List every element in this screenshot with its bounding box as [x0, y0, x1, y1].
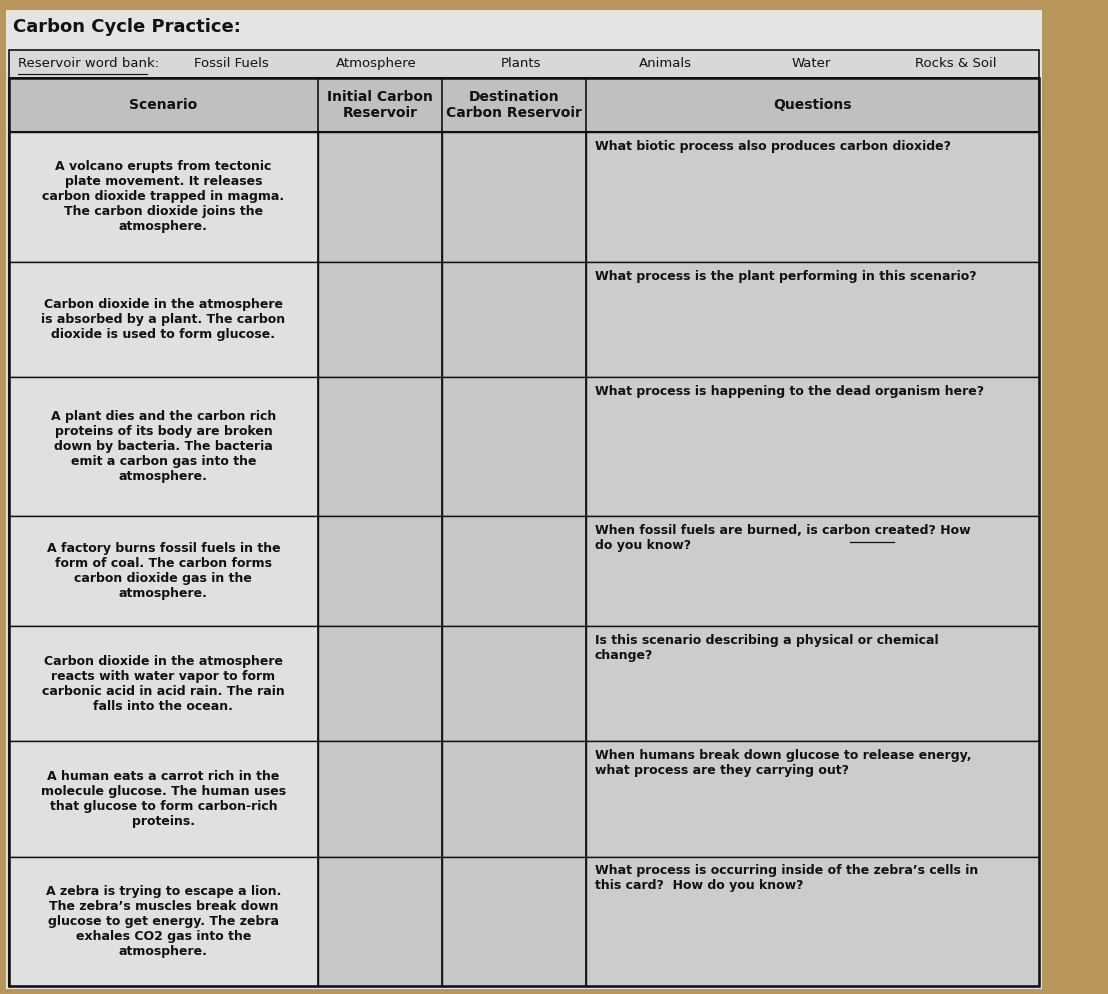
- Bar: [586, 742, 1039, 857]
- Text: What process is happening to the dead organism here?: What process is happening to the dead or…: [595, 385, 984, 398]
- Bar: [442, 516, 586, 626]
- Bar: [318, 132, 442, 261]
- Bar: [586, 626, 1039, 742]
- Bar: [9, 50, 1039, 78]
- Text: Water: Water: [791, 57, 831, 71]
- Text: A factory burns fossil fuels in the
form of coal. The carbon forms
carbon dioxid: A factory burns fossil fuels in the form…: [47, 542, 280, 600]
- Bar: [318, 261, 442, 377]
- Text: Animals: Animals: [639, 57, 692, 71]
- Text: What process is the plant performing in this scenario?: What process is the plant performing in …: [595, 269, 976, 282]
- Bar: [318, 742, 442, 857]
- Text: Reservoir word bank:: Reservoir word bank:: [18, 57, 158, 71]
- Text: Rocks & Soil: Rocks & Soil: [915, 57, 996, 71]
- Text: A volcano erupts from tectonic
plate movement. It releases
carbon dioxide trappe: A volcano erupts from tectonic plate mov…: [42, 160, 285, 234]
- Bar: [9, 261, 318, 377]
- Bar: [9, 516, 318, 626]
- Text: Carbon dioxide in the atmosphere
is absorbed by a plant. The carbon
dioxide is u: Carbon dioxide in the atmosphere is abso…: [41, 297, 286, 341]
- Bar: [318, 626, 442, 742]
- Bar: [586, 857, 1039, 986]
- Bar: [586, 377, 1039, 516]
- Text: Plants: Plants: [501, 57, 541, 71]
- Text: Carbon dioxide in the atmosphere
reacts with water vapor to form
carbonic acid i: Carbon dioxide in the atmosphere reacts …: [42, 655, 285, 713]
- Bar: [442, 857, 586, 986]
- Text: When fossil fuels are burned, is carbon created? How
do you know?: When fossil fuels are burned, is carbon …: [595, 524, 971, 552]
- Text: Carbon Cycle Practice:: Carbon Cycle Practice:: [13, 18, 242, 36]
- Bar: [442, 742, 586, 857]
- Bar: [9, 626, 318, 742]
- Text: A human eats a carrot rich in the
molecule glucose. The human uses
that glucose : A human eats a carrot rich in the molecu…: [41, 770, 286, 828]
- Bar: [318, 377, 442, 516]
- Text: What process is occurring inside of the zebra’s cells in
this card?  How do you : What process is occurring inside of the …: [595, 865, 978, 893]
- Bar: [586, 132, 1039, 261]
- Bar: [586, 261, 1039, 377]
- Text: A zebra is trying to escape a lion.
The zebra’s muscles break down
glucose to ge: A zebra is trying to escape a lion. The …: [45, 885, 281, 958]
- Bar: [442, 132, 586, 261]
- Text: What biotic process also produces carbon dioxide?: What biotic process also produces carbon…: [595, 140, 951, 153]
- Bar: [318, 857, 442, 986]
- Bar: [442, 626, 586, 742]
- Bar: [9, 857, 318, 986]
- Bar: [9, 78, 1039, 132]
- Bar: [586, 516, 1039, 626]
- Text: Atmosphere: Atmosphere: [336, 57, 417, 71]
- FancyBboxPatch shape: [6, 10, 1042, 989]
- Text: Is this scenario describing a physical or chemical
change?: Is this scenario describing a physical o…: [595, 634, 938, 662]
- Bar: [442, 377, 586, 516]
- Bar: [9, 132, 318, 261]
- Bar: [442, 261, 586, 377]
- Bar: [9, 377, 318, 516]
- Text: Fossil Fuels: Fossil Fuels: [194, 57, 268, 71]
- Text: Questions: Questions: [773, 97, 852, 111]
- Bar: [9, 742, 318, 857]
- Text: When humans break down glucose to release energy,
what process are they carrying: When humans break down glucose to releas…: [595, 749, 972, 777]
- Text: Destination
Carbon Reservoir: Destination Carbon Reservoir: [445, 89, 582, 120]
- Bar: [318, 516, 442, 626]
- Text: Scenario: Scenario: [130, 97, 197, 111]
- Text: Initial Carbon
Reservoir: Initial Carbon Reservoir: [327, 89, 433, 120]
- Text: A plant dies and the carbon rich
proteins of its body are broken
down by bacteri: A plant dies and the carbon rich protein…: [51, 410, 276, 483]
